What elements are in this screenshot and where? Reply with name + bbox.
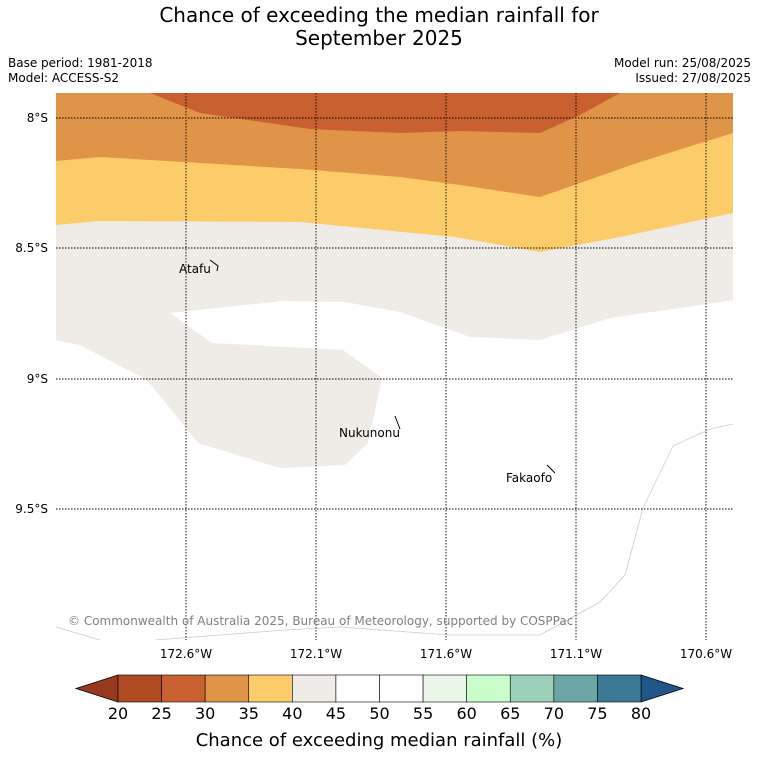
place-label-atafu: Atafu [179, 262, 211, 276]
lat-label-9-5s: 9.5°S [15, 502, 48, 516]
colorbar-tick-label: 35 [238, 704, 259, 723]
lat-label-8s: 8°S [26, 111, 48, 125]
colorbar-tick-label: 60 [456, 704, 477, 723]
colorbar-tick-label: 30 [194, 704, 216, 723]
colorbar-tick-label: 25 [151, 704, 172, 723]
title-line-1: Chance of exceeding the median rainfall … [159, 3, 599, 27]
meta-left: Base period: 1981-2018 Model: ACCESS-S2 [8, 56, 153, 86]
title-line-2: September 2025 [295, 26, 463, 50]
colorbar-segment [509, 674, 555, 703]
nukunonu-atoll-mark [394, 415, 401, 430]
colorbar-label: Chance of exceeding median rainfall (%) [195, 730, 563, 751]
boundary-line [56, 423, 733, 640]
colorbar-segment [597, 674, 642, 703]
colorbar-segment [204, 674, 250, 703]
map-area [56, 93, 733, 640]
colorbar-segment [422, 674, 467, 703]
lon-label-172-6w: 172.6°W [159, 647, 213, 661]
lon-label-170-6w: 170.6°W [679, 647, 733, 661]
colorbar-tick-label: 40 [282, 704, 303, 723]
colorbar-segment [117, 674, 162, 703]
colorbar-segment [379, 674, 424, 703]
model-text: Model: ACCESS-S2 [8, 71, 120, 85]
colorbar-segment [553, 674, 598, 703]
place-label-fakaofo: Fakaofo [506, 471, 553, 485]
colorbar-extend-high [640, 674, 685, 703]
graticule [56, 93, 733, 640]
lon-label-171-1w: 171.1°W [549, 647, 603, 661]
colorbar-tick-label: 80 [630, 704, 652, 723]
colorbar-tick-label: 45 [325, 704, 347, 723]
base-period-text: Base period: 1981-2018 [8, 56, 153, 70]
lat-label-8-5s: 8.5°S [15, 241, 48, 255]
atafu-atoll-mark [209, 259, 219, 272]
copyright-text: © Commonwealth of Australia 2025, Bureau… [68, 614, 574, 628]
colorbar-tick-label: 55 [412, 704, 434, 723]
issued-text: Issued: 27/08/2025 [635, 71, 751, 85]
place-label-nukunonu: Nukunonu [339, 426, 400, 440]
colorbar-segment [335, 674, 380, 703]
colorbar-segment [466, 674, 511, 703]
colorbar-segment [161, 674, 206, 703]
colorbar-tick-label: 50 [369, 704, 390, 723]
colorbar-segment [292, 674, 337, 703]
lat-label-9s: 9°S [26, 372, 48, 386]
lon-label-171-6w: 171.6°W [419, 647, 473, 661]
colorbar-tick-label: 75 [587, 704, 608, 723]
meta-right: Model run: 25/08/2025 Issued: 27/08/2025 [614, 56, 751, 86]
colorbar-segment [248, 674, 293, 703]
model-run-text: Model run: 25/08/2025 [613, 56, 751, 70]
map-title: Chance of exceeding the median rainfall … [0, 4, 758, 50]
colorbar-extend-low [74, 674, 119, 703]
colorbar-tick-label: 70 [543, 704, 564, 723]
colorbar-tick-label: 20 [107, 704, 129, 723]
lon-label-172-1w: 172.1°W [289, 647, 343, 661]
colorbar-tick-label: 65 [500, 704, 521, 723]
fakaofo-atoll-mark [546, 464, 556, 474]
band-25-30 [56, 93, 733, 133]
